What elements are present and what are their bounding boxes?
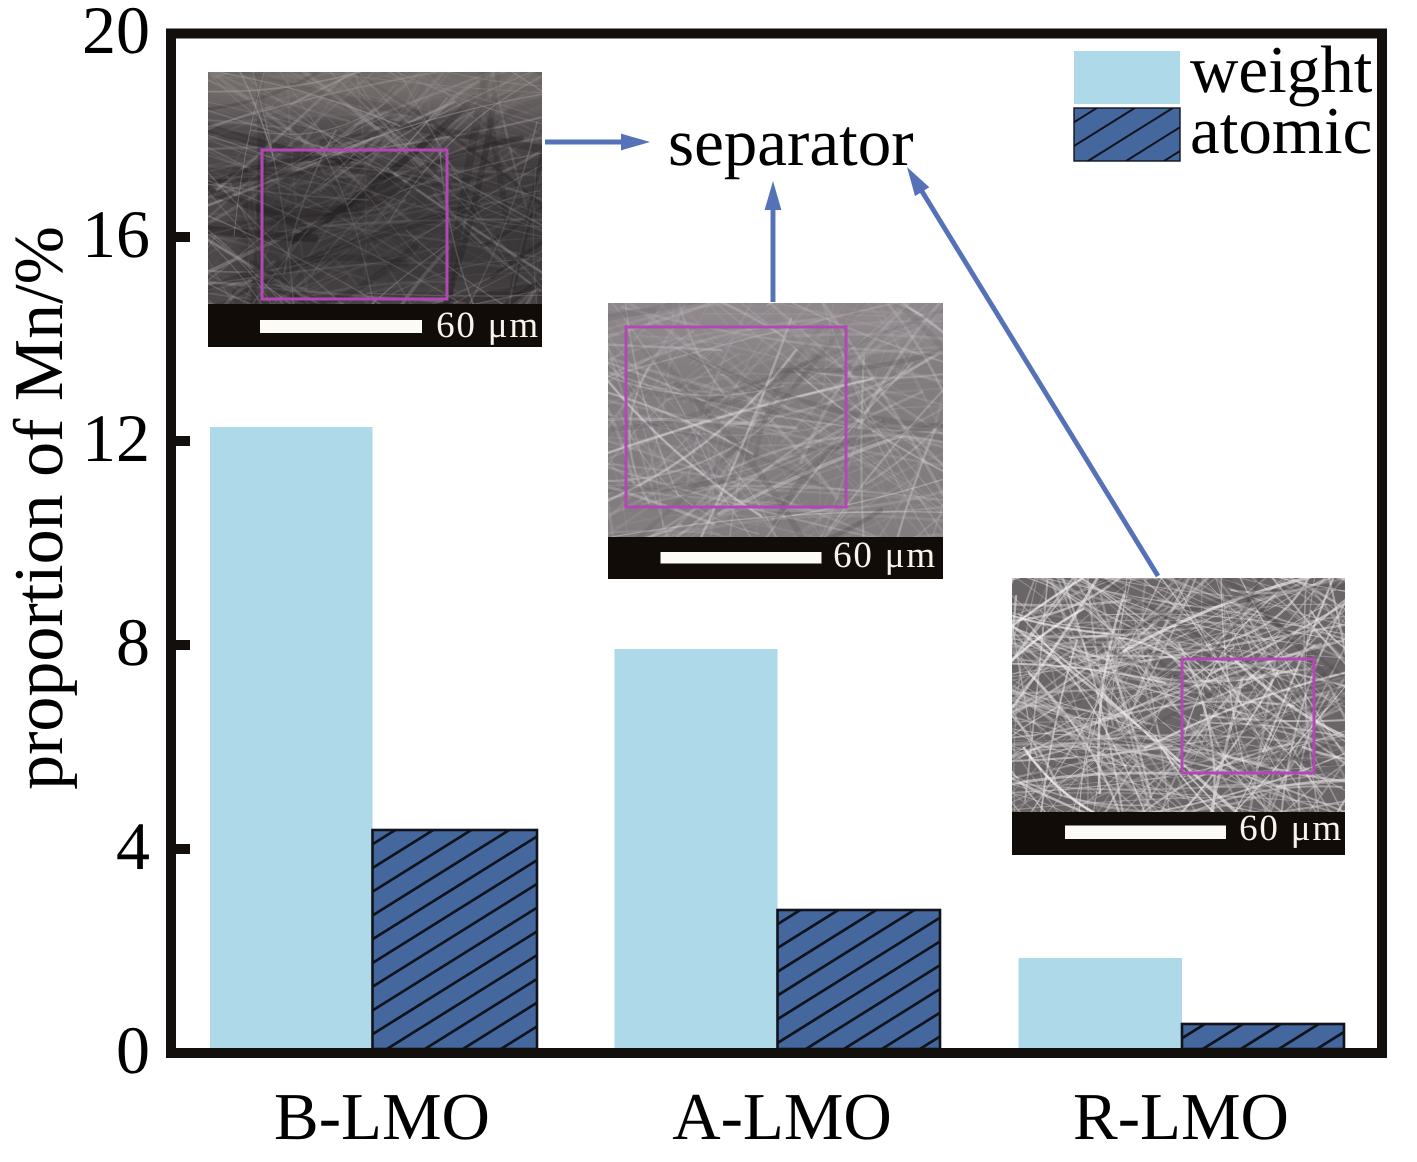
svg-text:20: 20 bbox=[82, 0, 150, 68]
svg-text:proportion of Mn/%: proportion of Mn/% bbox=[1, 226, 78, 790]
svg-text:separator: separator bbox=[668, 106, 914, 180]
svg-text:60 μm: 60 μm bbox=[436, 305, 540, 346]
svg-text:16: 16 bbox=[82, 196, 150, 272]
svg-text:60 μm: 60 μm bbox=[1239, 808, 1343, 849]
svg-text:0: 0 bbox=[116, 1012, 150, 1088]
svg-text:12: 12 bbox=[82, 400, 150, 476]
svg-text:4: 4 bbox=[116, 808, 150, 884]
svg-text:A-LMO: A-LMO bbox=[672, 1080, 892, 1154]
svg-text:weight: weight bbox=[1190, 33, 1373, 107]
svg-text:60 μm: 60 μm bbox=[833, 535, 937, 576]
svg-text:R-LMO: R-LMO bbox=[1073, 1080, 1289, 1154]
svg-text:B-LMO: B-LMO bbox=[274, 1080, 490, 1154]
svg-text:atomic: atomic bbox=[1190, 94, 1372, 168]
svg-text:8: 8 bbox=[116, 604, 150, 680]
